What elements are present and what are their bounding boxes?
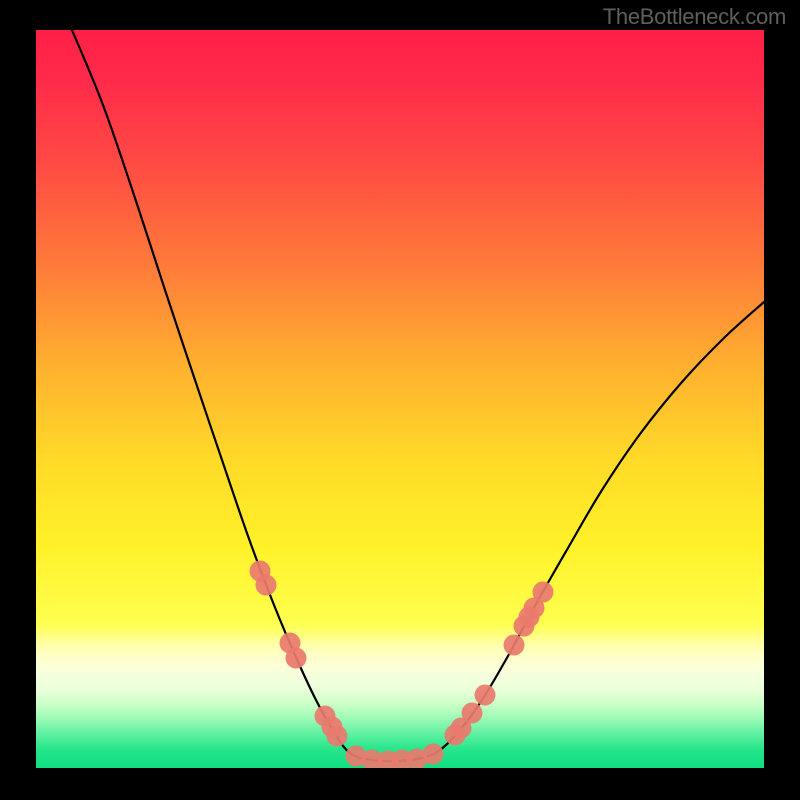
marker-dot <box>286 648 307 669</box>
marker-dot <box>327 726 348 747</box>
chart-svg <box>0 0 800 800</box>
marker-dot <box>256 575 277 596</box>
watermark-text: TheBottleneck.com <box>603 4 786 30</box>
plot-area <box>36 30 764 768</box>
marker-dot <box>533 582 554 603</box>
marker-dot <box>504 635 525 656</box>
marker-dot <box>462 703 483 724</box>
marker-dot <box>475 685 496 706</box>
marker-dot <box>423 744 444 765</box>
chart-frame: TheBottleneck.com <box>0 0 800 800</box>
